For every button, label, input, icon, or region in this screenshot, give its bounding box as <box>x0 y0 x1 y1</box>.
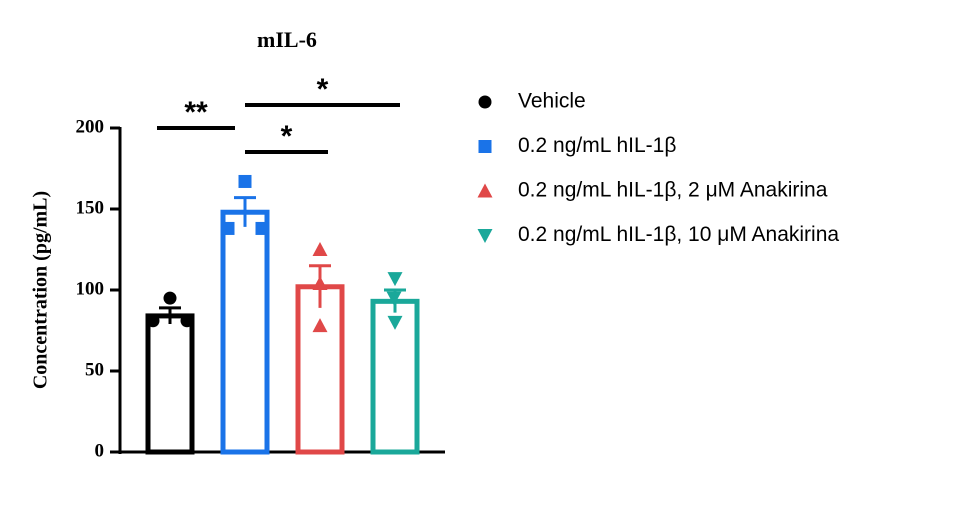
chart-title: mIL-6 <box>257 27 317 52</box>
data-point <box>312 242 328 256</box>
data-point <box>180 314 194 328</box>
y-tick-label: 200 <box>76 116 105 137</box>
data-point <box>387 315 403 330</box>
significance-label: * <box>281 120 293 153</box>
data-point <box>387 272 403 287</box>
bar <box>220 209 270 455</box>
error-bar <box>234 196 256 227</box>
legend-marker <box>477 229 493 243</box>
data-point <box>238 174 252 188</box>
error-bar <box>159 306 181 325</box>
legend-label: 0.2 ng/mL hIL-1β, 2 μM Anakirina <box>518 179 828 202</box>
data-point <box>255 221 269 235</box>
y-tick-label: 0 <box>95 440 105 461</box>
significance-label: ** <box>184 96 208 129</box>
legend-marker <box>478 95 492 109</box>
y-tick-label: 100 <box>76 278 105 299</box>
data-point <box>312 318 328 333</box>
y-tick-label: 50 <box>85 359 104 380</box>
significance-label: * <box>317 73 329 106</box>
data-point <box>163 291 177 305</box>
data-point <box>221 221 235 235</box>
data-point <box>386 291 402 306</box>
legend-label: Vehicle <box>518 90 586 113</box>
legend-label: 0.2 ng/mL hIL-1β <box>518 134 676 157</box>
bar <box>370 298 420 455</box>
data-point <box>146 314 160 328</box>
y-axis-label: Concentration (pg/mL) <box>30 191 52 389</box>
data-point <box>312 276 328 291</box>
bar <box>295 284 345 455</box>
legend-label: 0.2 ng/mL hIL-1β, 10 μM Anakirina <box>518 223 839 246</box>
legend-marker <box>477 183 493 198</box>
legend-marker <box>478 140 492 153</box>
y-tick-label: 150 <box>76 197 105 218</box>
bar <box>145 313 195 455</box>
